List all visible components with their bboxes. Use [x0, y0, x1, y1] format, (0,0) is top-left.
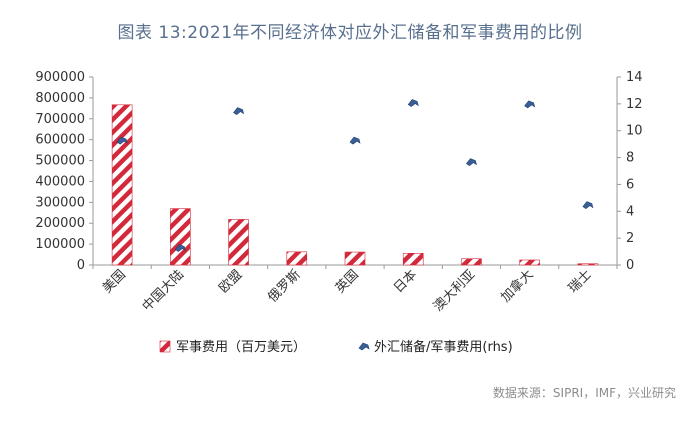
bar-military-spending	[228, 219, 249, 266]
y-right-tick-label: 4	[626, 204, 634, 219]
bar-military-spending	[344, 251, 366, 266]
legend-label-marker: 外汇储备/军事费用(rhs)	[374, 339, 513, 355]
source-note: 数据来源：SIPRI，IMF，兴业研究	[492, 386, 676, 400]
y-left-tick-label: 200000	[35, 216, 85, 231]
bar-military-spending	[286, 251, 308, 266]
ratio-marker-shape	[174, 244, 186, 252]
ratio-marker	[233, 107, 245, 115]
bar-military-spending	[111, 104, 133, 266]
ratio-marker-shape	[466, 158, 477, 166]
y-left-tick-label: 600000	[35, 133, 85, 148]
ratio-marker-shape	[524, 100, 536, 109]
chart-title: 图表 13:2021年不同经济体对应外汇储备和军事费用的比例	[117, 23, 583, 43]
ratio-marker	[582, 201, 594, 209]
x-category-label: 英国	[333, 267, 362, 296]
y-right-tick-label: 12	[626, 97, 643, 112]
bar-military-spending	[577, 263, 599, 266]
x-category-label: 俄罗斯	[265, 267, 303, 305]
y-right-tick-label: 14	[626, 70, 643, 85]
ratio-marker	[407, 99, 419, 107]
y-left-tick-label: 700000	[35, 112, 85, 127]
x-category-label: 美国	[100, 267, 129, 296]
ratio-marker-shape	[233, 107, 245, 115]
x-category-label: 澳大利亚	[430, 267, 478, 315]
x-category-label: 欧盟	[216, 267, 245, 296]
ratio-marker-shape	[407, 99, 419, 107]
legend-swatch-bar	[159, 340, 171, 353]
y-right-tick-label: 10	[626, 124, 643, 139]
y-left-tick-label: 900000	[35, 70, 85, 85]
y-right-tick-label: 0	[626, 258, 634, 273]
bar-military-spending	[402, 253, 424, 266]
legend-marker-shape	[358, 342, 370, 351]
ratio-marker	[524, 100, 536, 109]
y-left-tick-label: 800000	[35, 91, 85, 106]
y-left-tick-label: 400000	[35, 174, 85, 189]
legend-label-bar: 军事费用（百万美元）	[176, 340, 306, 355]
ratio-marker	[174, 244, 186, 252]
y-right-tick-label: 2	[626, 231, 634, 246]
ratio-marker-shape	[349, 136, 361, 145]
y-right-tick-label: 8	[626, 151, 634, 166]
ratio-marker-shape	[116, 136, 128, 145]
ratio-marker-shape	[582, 201, 594, 209]
x-category-label: 加拿大	[498, 267, 537, 306]
y-left-tick-label: 100000	[35, 237, 85, 252]
bar-military-spending	[461, 258, 482, 266]
bar-military-spending	[519, 259, 540, 266]
ratio-marker	[466, 158, 477, 166]
bar-military-spending	[170, 208, 191, 266]
y-left-tick-label: 300000	[35, 195, 85, 210]
y-left-tick-label: 0	[77, 258, 85, 273]
ratio-marker	[116, 136, 128, 145]
x-category-label: 中国大陆	[139, 267, 187, 315]
y-right-tick-label: 6	[626, 177, 634, 192]
legend-swatch-marker	[358, 342, 370, 351]
x-category-label: 日本	[391, 267, 420, 296]
x-category-label: 瑞士	[566, 267, 595, 296]
ratio-marker	[349, 136, 361, 145]
y-left-tick-label: 500000	[35, 154, 85, 169]
